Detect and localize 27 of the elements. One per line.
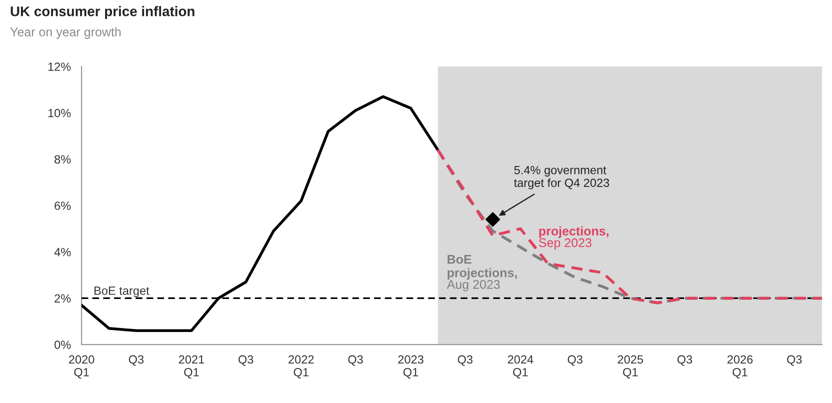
x-tick-label: Q3 [787, 355, 802, 366]
x-tick-label: Q3 [568, 355, 582, 366]
x-tick-label: Q3 [128, 355, 144, 366]
x-tick-label: Q3 [458, 355, 472, 366]
y-tick-label: 8% [54, 155, 71, 164]
y-tick-label: 2% [54, 294, 71, 303]
y-tick-label: 12% [48, 62, 71, 71]
x-tick-label: Q3 [348, 355, 363, 366]
series-label: projections, Sep 2023 [539, 226, 608, 250]
x-tick-label: 2024 Q1 [508, 355, 534, 378]
y-tick-label: 0% [54, 340, 71, 349]
x-tick-label: Q3 [677, 355, 692, 366]
series-label: BoE projections, Aug 2023 [446, 255, 517, 292]
x-tick-label: 2026 Q1 [727, 355, 753, 378]
ref-line-label: BoE target [94, 286, 150, 298]
x-tick-label: Q3 [238, 355, 254, 366]
y-tick-label: 10% [48, 108, 71, 118]
x-tick-label: 2022 Q1 [288, 355, 314, 378]
y-tick-label: 4% [54, 248, 71, 256]
chart-subtitle: Year on year growth [10, 27, 121, 39]
x-tick-label: 2023 Q1 [398, 355, 424, 378]
x-tick-label: 2025 Q1 [618, 355, 643, 378]
annotation: 5.4% government target for Q4 2023 [514, 166, 610, 190]
x-tick-label: 2021 Q1 [178, 355, 204, 378]
x-tick-label: 2020 Q1 [69, 355, 94, 378]
chart-title: UK consumer price inflation [10, 6, 194, 19]
y-tick-label: 6% [54, 202, 71, 210]
